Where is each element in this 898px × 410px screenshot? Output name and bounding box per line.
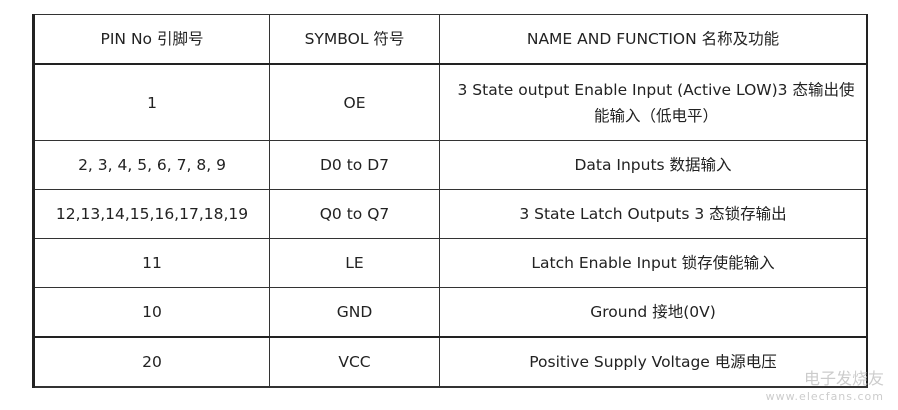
symbol-cell: D0 to D7: [269, 140, 440, 190]
function-cell: Positive Supply Voltage 电源电压: [439, 336, 868, 388]
symbol-cell: LE: [269, 238, 440, 288]
symbol-cell: VCC: [269, 336, 440, 388]
pin-cell: 1: [33, 63, 270, 141]
table-header-row: PIN No 引脚号 SYMBOL 符号 NAME AND FUNCTION 名…: [33, 14, 868, 65]
header-symbol: SYMBOL 符号: [269, 14, 440, 65]
table-row: 20 VCC Positive Supply Voltage 电源电压: [33, 336, 868, 388]
function-cell: Ground 接地(0V): [439, 287, 868, 338]
pin-cell: 20: [33, 336, 270, 388]
table-row: 1 OE 3 State output Enable Input (Active…: [33, 63, 868, 141]
pin-cell: 10: [33, 287, 270, 338]
symbol-cell: GND: [269, 287, 440, 338]
function-cell: Data Inputs 数据输入: [439, 140, 868, 190]
function-cell: 3 State output Enable Input (Active LOW)…: [439, 63, 868, 141]
symbol-cell: Q0 to Q7: [269, 189, 440, 239]
pin-cell: 11: [33, 238, 270, 288]
function-cell: Latch Enable Input 锁存使能输入: [439, 238, 868, 288]
table-row: 2, 3, 4, 5, 6, 7, 8, 9 D0 to D7 Data Inp…: [33, 140, 868, 190]
table-row: 10 GND Ground 接地(0V): [33, 287, 868, 338]
pin-cell: 2, 3, 4, 5, 6, 7, 8, 9: [33, 140, 270, 190]
watermark-url: www.elecfans.com: [765, 390, 884, 403]
table-row: 11 LE Latch Enable Input 锁存使能输入: [33, 238, 868, 288]
watermark-logo: 电子发烧友 www.elecfans.com: [766, 370, 884, 406]
header-name-function: NAME AND FUNCTION 名称及功能: [439, 14, 868, 65]
function-cell: 3 State Latch Outputs 3 态锁存输出: [439, 189, 868, 239]
pin-cell: 12,13,14,15,16,17,18,19: [33, 189, 270, 239]
watermark-name: 电子发烧友: [803, 369, 884, 388]
pin-function-table: PIN No 引脚号 SYMBOL 符号 NAME AND FUNCTION 名…: [32, 14, 868, 388]
header-pin-no: PIN No 引脚号: [33, 14, 270, 65]
table-row: 12,13,14,15,16,17,18,19 Q0 to Q7 3 State…: [33, 189, 868, 239]
symbol-cell: OE: [269, 63, 440, 141]
